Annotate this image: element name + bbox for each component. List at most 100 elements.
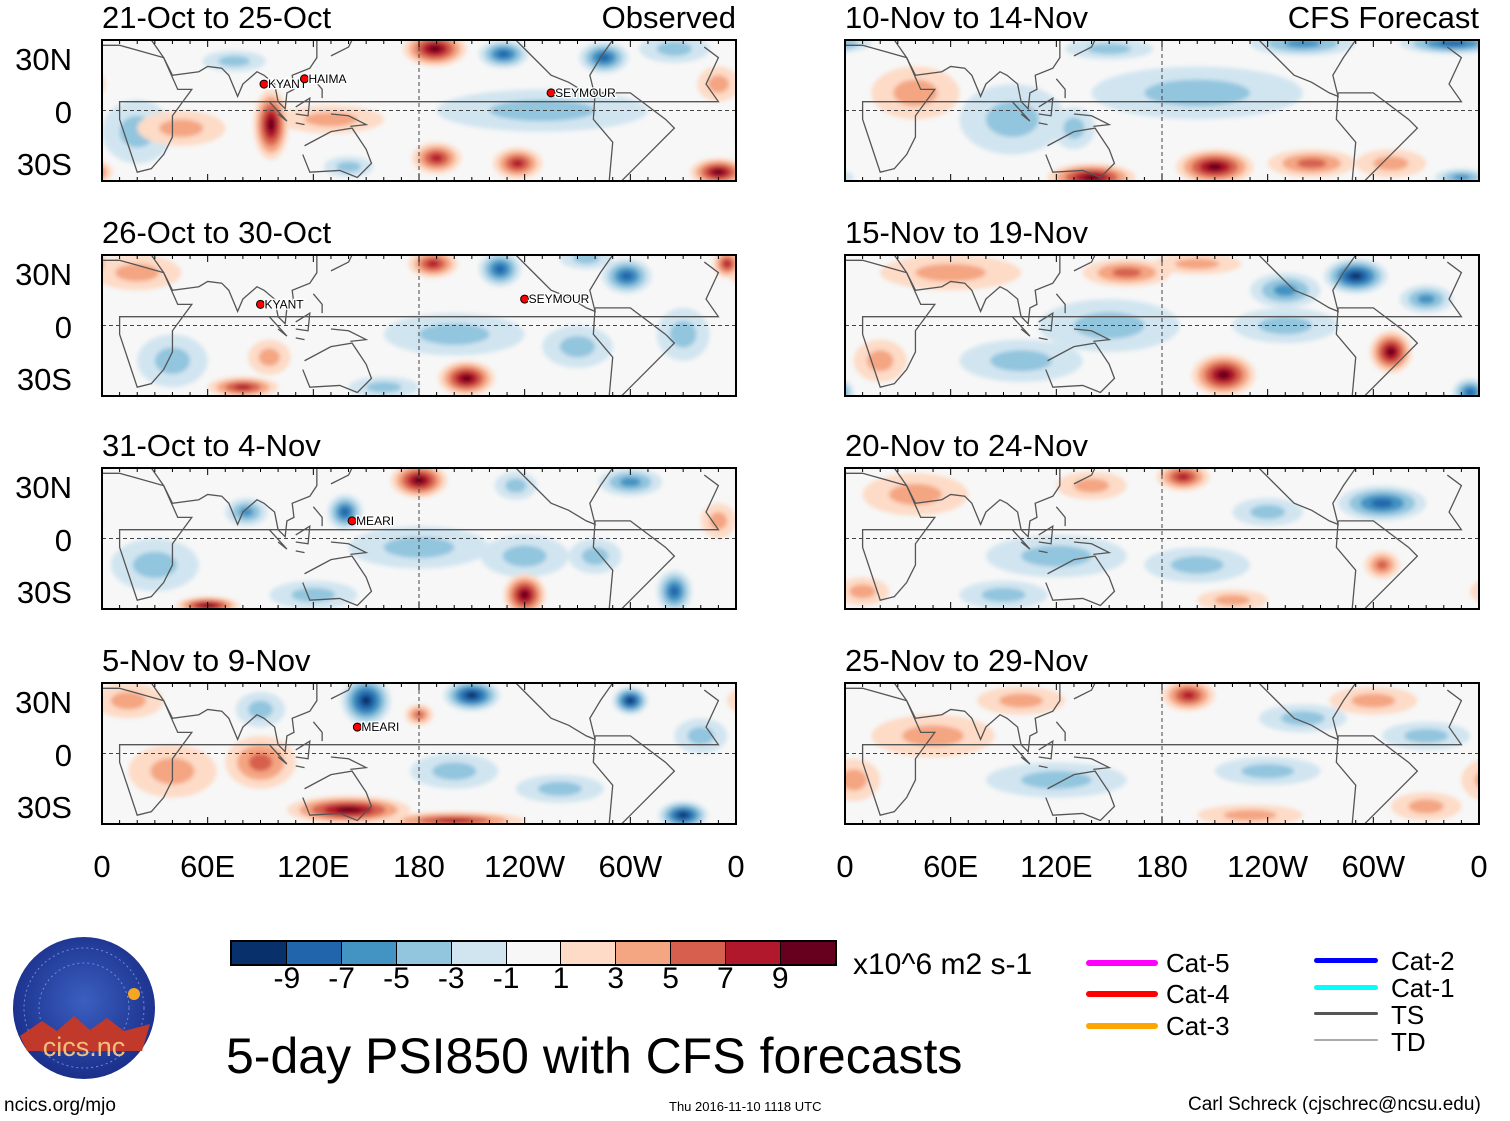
coastline [1258,468,1357,526]
coastline [893,683,1061,754]
lat-tick-label: 30S [16,575,72,611]
coastline [592,92,676,181]
coastline [312,506,323,527]
anomaly-contour [1474,772,1479,788]
anomaly-contour [1214,594,1251,606]
footer-timestamp: Thu 2016-11-10 1118 UTC [669,1099,822,1114]
anomaly-contour [1280,711,1325,726]
anomaly-contour [1465,388,1475,396]
anomaly-contour [581,547,609,565]
coastline [1038,96,1054,117]
coastline [592,307,676,396]
anomaly-contour [413,476,425,484]
lat-tick-label: 30S [16,147,72,183]
coastline [312,78,323,99]
panel-title: 20-Nov to 24-Nov [845,428,1088,463]
lon-tick-label: 180 [1136,849,1188,884]
colorbar-swatch [340,942,396,964]
anomaly-contour [497,50,510,58]
panel-title: 31-Oct to 4-Nov [102,428,321,463]
panel-title: 10-Nov to 14-Nov [845,0,1088,35]
coastline [1011,101,1031,122]
anomaly-contour [981,587,1026,602]
anomaly-contour [1170,556,1224,574]
coastline [312,721,323,742]
lat-tick-label: 0 [54,522,72,558]
anomaly-contour [902,725,964,747]
lon-tick-label: 60E [923,849,979,884]
coastline [1055,293,1066,314]
anomaly-contour [366,381,402,393]
anomaly-contour [154,347,191,374]
coastline [1258,683,1357,741]
anomaly-contour [1112,267,1142,278]
lat-tick-label: 30N [15,256,72,292]
coastline [1335,92,1419,181]
anomaly-contour [494,264,506,274]
coastline [1055,721,1066,742]
legend-line [1086,991,1158,997]
anomaly-contour [845,384,850,396]
coastline [330,113,369,128]
footer-url[interactable]: ncics.org/mjo [4,1095,116,1116]
coastline [330,468,353,485]
anomaly-contour [1408,799,1444,814]
psi850-map [844,682,1480,825]
coastline [295,311,311,332]
anomaly-contour [1297,158,1327,169]
colorbar [230,940,837,966]
legend-label: Cat-1 [1391,973,1455,1003]
coastline [1038,337,1048,341]
coastline [312,293,323,314]
storm-label: KYANT [265,297,305,311]
anomaly-contour [597,53,611,62]
coastline [302,127,373,179]
coastline [515,255,614,313]
coastline [150,40,318,111]
anomaly-contour [999,693,1044,708]
coastline [1045,127,1116,179]
anomaly-contour [361,695,372,706]
anomaly-contour [620,271,633,281]
anomaly-contour [712,169,725,176]
anomaly-contour [1376,560,1389,570]
coastline [1038,524,1054,545]
lon-tick-label: 120E [1020,849,1093,884]
coastline [1258,40,1357,98]
colorbar-tick-label: 3 [607,962,625,995]
panel-title: 26-Oct to 30-Oct [102,215,332,250]
colorbar-swatch [780,942,835,964]
anomaly-contour [234,384,252,390]
anomaly-contour [1250,505,1286,520]
coastline [1011,316,1031,337]
coastline [302,342,373,394]
colorbar-units: x10^6 m2 s-1 [853,948,1033,981]
colorbar-swatch [232,942,286,964]
colorbar-tick-label: 5 [662,962,679,995]
anomaly-contour [915,263,986,282]
storm-label: MEARI [361,720,399,734]
anomaly-contour [1176,473,1190,481]
figure-title: 5-day PSI850 with CFS forecasts [226,1028,963,1084]
coastline [302,555,373,607]
anomaly-contour [619,477,641,487]
coastline [102,687,720,816]
coastline [102,44,720,173]
storm-marker [347,516,357,526]
legend-label: TS [1391,1000,1425,1030]
legend-label: Cat-5 [1166,948,1230,978]
anomaly-contour [502,545,547,567]
anomaly-contour [115,263,160,282]
anomaly-contour [460,374,473,382]
anomaly-contour [258,348,280,367]
coastline [845,44,1463,173]
coastline [1335,735,1419,824]
coastline [330,683,353,700]
psi850-map: MEARI [101,682,737,825]
coastline [1038,765,1048,769]
lat-tick-label: 30N [15,684,72,720]
anomaly-contour [849,584,876,599]
anomaly-contour [430,154,443,163]
legend-line [1314,1012,1378,1015]
legend-line [1086,960,1158,966]
